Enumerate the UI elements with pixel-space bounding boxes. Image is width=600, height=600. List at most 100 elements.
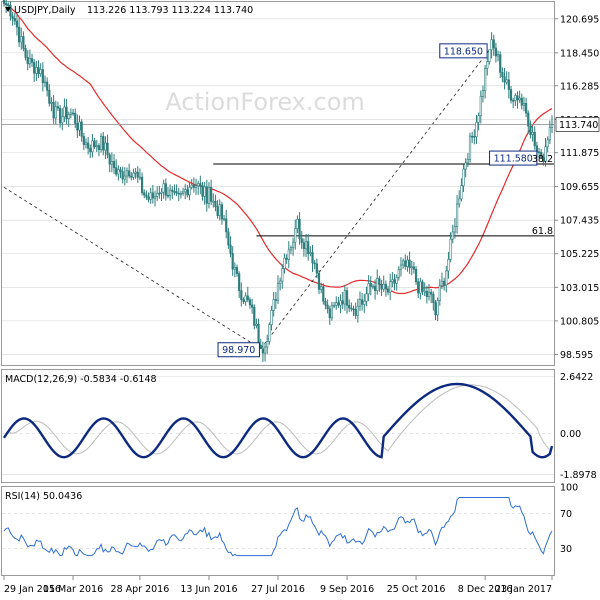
candle-body [11, 15, 14, 19]
candle-body [132, 172, 135, 178]
candle-body [350, 307, 353, 310]
candle-body [140, 176, 144, 193]
candle-body [46, 81, 49, 91]
macd-axis: 2.6422 0.00 -1.8978 [560, 372, 597, 481]
candle-body [164, 183, 167, 196]
candle-body [128, 170, 131, 177]
candle-body [320, 286, 323, 290]
candle-body [477, 115, 480, 123]
candle-body [451, 231, 454, 240]
candle-body [78, 121, 81, 131]
candle-body [214, 200, 217, 207]
candle-body [179, 193, 183, 195]
candle-body [99, 135, 103, 150]
candle-body [257, 323, 260, 346]
candle-body [80, 121, 83, 137]
candle-body [253, 307, 256, 326]
candle-body [335, 302, 338, 306]
candle-body [82, 136, 85, 145]
candle-body [147, 196, 150, 200]
candle-body [117, 169, 120, 175]
macd-tick-label: 0.00 [560, 429, 581, 440]
candle-body [151, 192, 154, 199]
candle-body [145, 194, 148, 198]
candle-body [156, 192, 159, 197]
candle-body [37, 67, 40, 75]
candle-body [276, 283, 280, 301]
collapse-arrow-icon[interactable] [5, 7, 11, 12]
candle-body [492, 39, 495, 49]
candle-body [460, 185, 463, 200]
fib-label-382: 38.2 [532, 154, 553, 165]
candle-body [389, 281, 392, 293]
price-gridlines [2, 18, 554, 355]
candle-body [330, 305, 334, 319]
candle-body [520, 97, 523, 106]
candle-body [281, 268, 284, 282]
candle-body [518, 97, 521, 101]
candle-body [315, 263, 318, 274]
rsi-tick-label: 30 [560, 544, 572, 555]
candle-body [326, 304, 329, 310]
candle-body [95, 145, 98, 147]
rsi-title: RSI(14) 50.0436 [5, 491, 82, 502]
price-tick-label: 116.285 [560, 81, 599, 92]
candle-body [177, 192, 180, 195]
candle-body [91, 140, 94, 153]
candle-body [203, 186, 206, 197]
candle-body [378, 278, 381, 285]
candle-body [97, 145, 101, 150]
candle-body [358, 299, 362, 307]
candle-body [169, 189, 172, 196]
candle-body [190, 184, 193, 188]
date-tick-label: 15 Mar 2016 [43, 584, 103, 595]
candle-body [67, 114, 70, 120]
candle-body [509, 89, 513, 101]
candle-body [412, 266, 416, 270]
candle-body [138, 176, 142, 179]
candle-body [212, 200, 215, 203]
candle-body [266, 341, 269, 348]
price-tick-label: 103.015 [560, 283, 599, 294]
candle-body [373, 285, 377, 291]
candle-body [2, 0, 6, 4]
candle-body [112, 161, 116, 169]
candle-body [447, 259, 450, 272]
candle-body [134, 171, 137, 174]
date-tick-label: 13 Jun 2016 [180, 584, 237, 595]
candle-body [328, 308, 331, 319]
candle-body [473, 136, 476, 138]
candle-body [376, 278, 379, 291]
candle-body [462, 168, 465, 187]
rsi-series [3, 497, 553, 557]
candle-body [481, 90, 485, 97]
candle-body [527, 112, 530, 127]
candle-body [149, 192, 152, 200]
candle-body [216, 206, 219, 217]
candle-body [285, 257, 288, 260]
candle-body [365, 293, 368, 302]
candle-body [244, 295, 247, 302]
candle-body [235, 267, 239, 274]
candle-body [479, 96, 482, 117]
candle-body [382, 283, 385, 290]
candle-body [531, 132, 534, 135]
candle-body [248, 299, 252, 306]
low-label: 98.970 [222, 345, 255, 356]
candle-body [242, 299, 245, 302]
price-tick-label: 100.805 [560, 316, 599, 327]
price-tick-label: 107.435 [560, 216, 599, 227]
candle-body [496, 54, 500, 57]
candle-body [188, 186, 191, 196]
candle-body [324, 300, 327, 306]
candle-body [466, 159, 469, 164]
candle-body [93, 140, 96, 147]
candle-body [270, 309, 273, 326]
candle-body [475, 121, 478, 138]
candle-body [268, 324, 271, 342]
candle-body [514, 95, 517, 101]
candle-body [343, 290, 346, 305]
candle-body [205, 186, 208, 204]
candle-body [194, 185, 198, 188]
